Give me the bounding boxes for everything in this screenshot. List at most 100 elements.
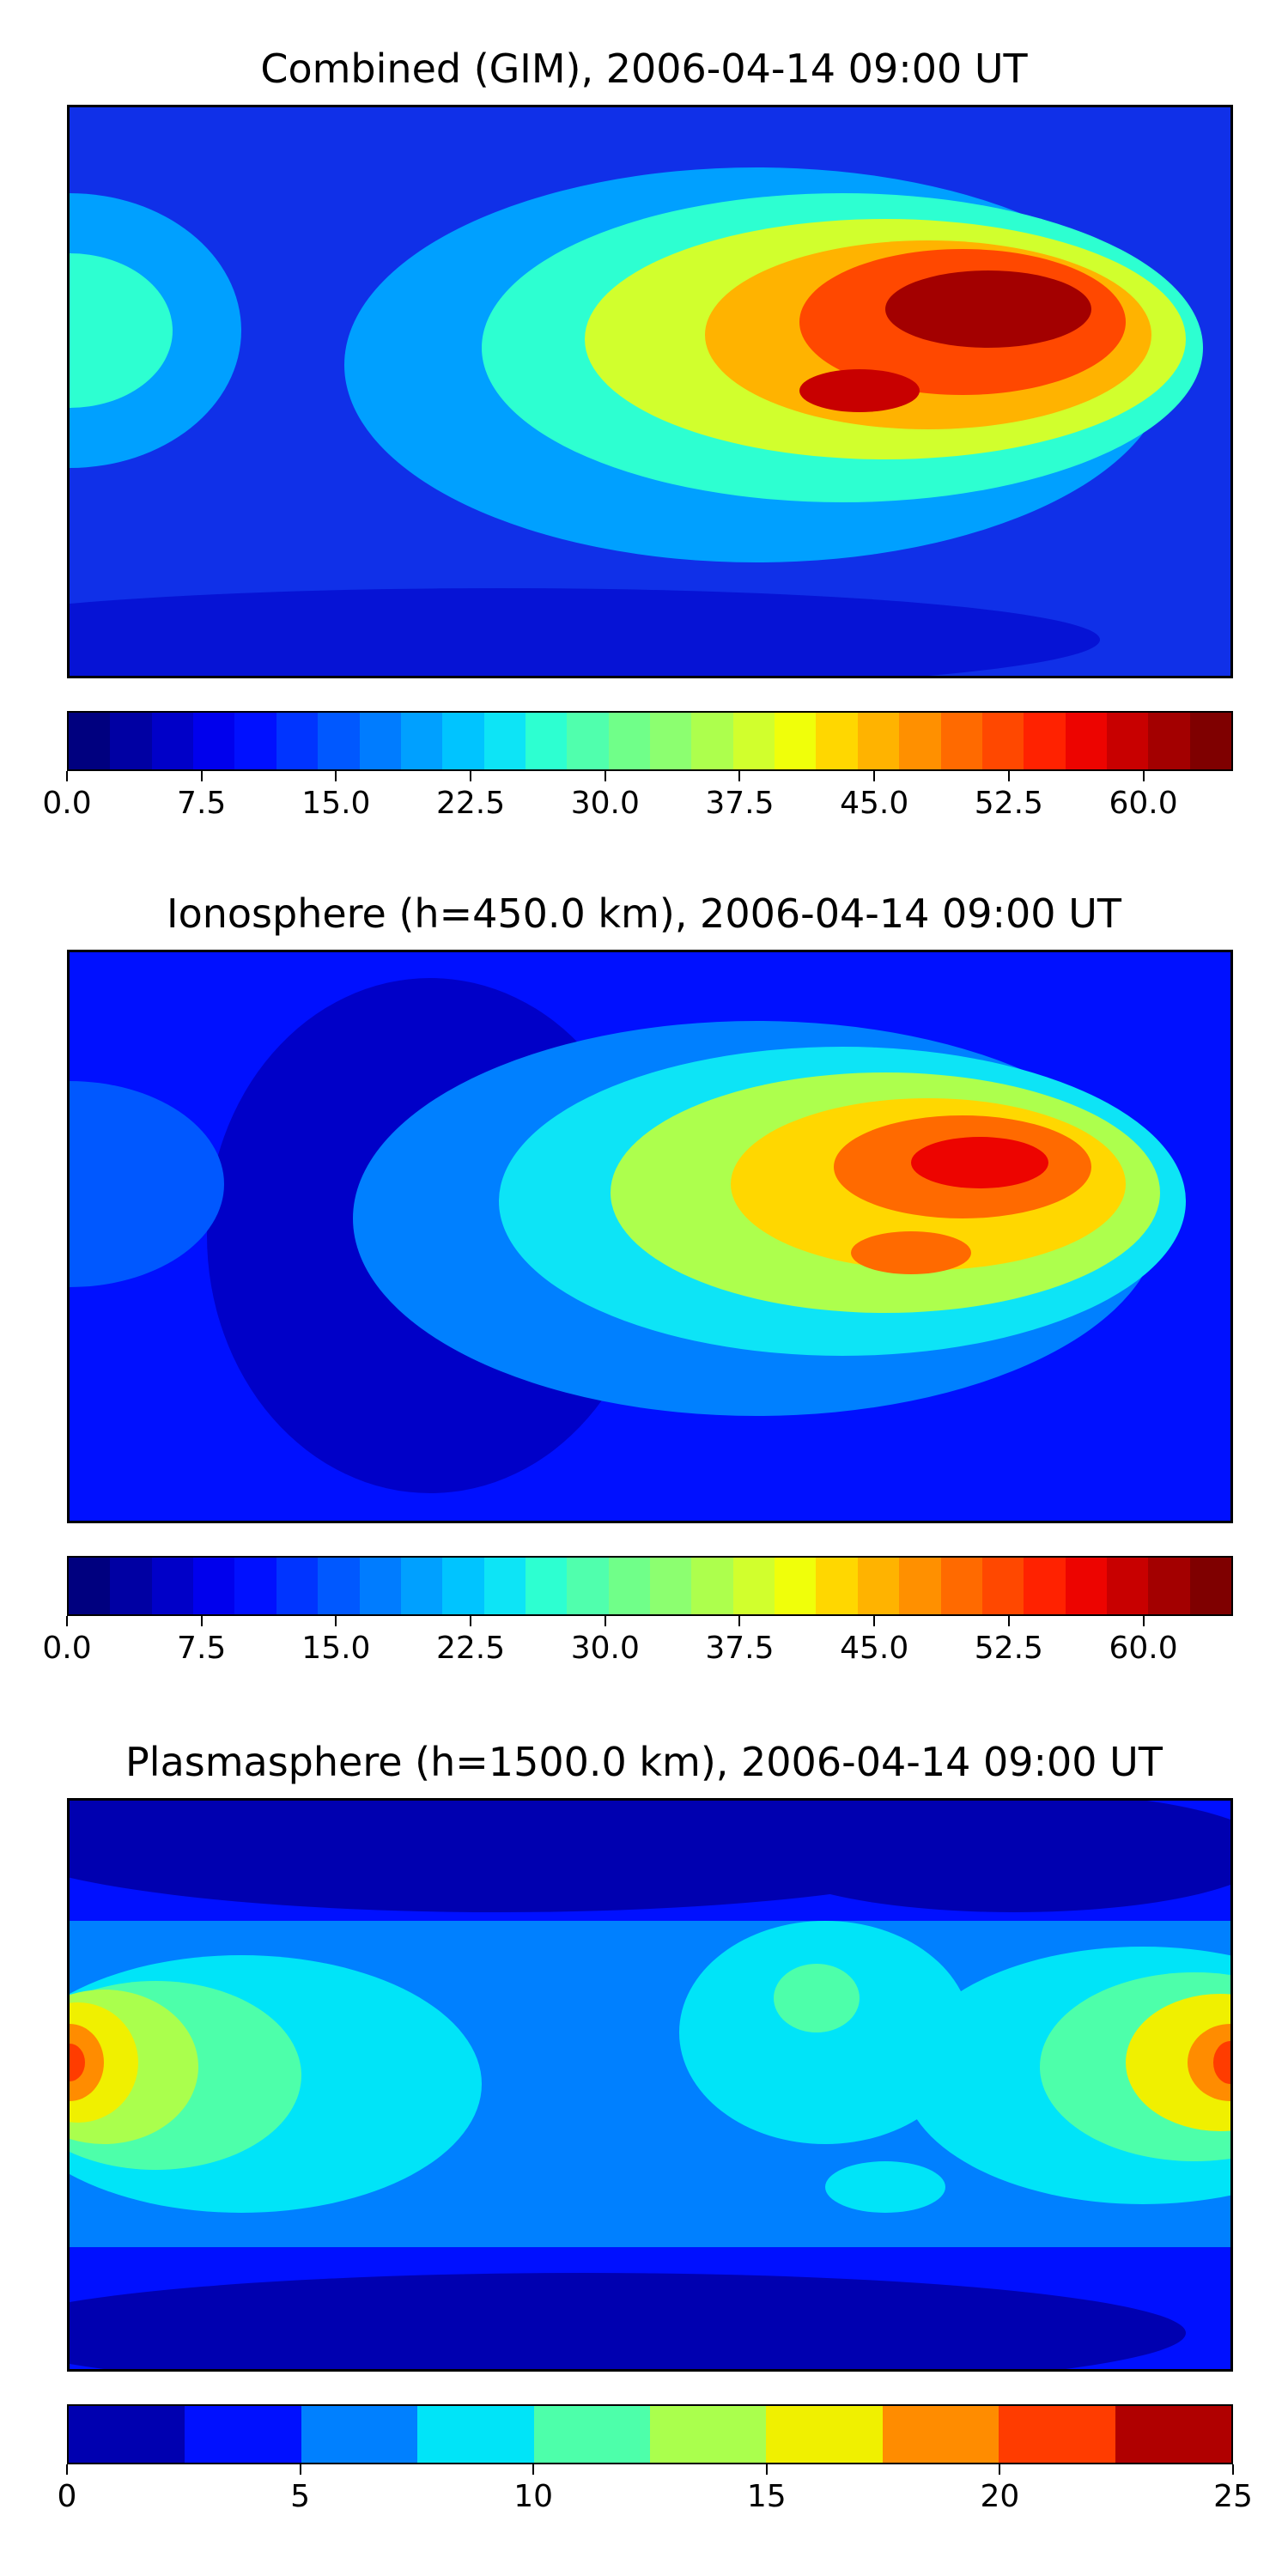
- colorbar-tick-mark: [1142, 1616, 1145, 1626]
- colorbar-tick-mark: [1007, 771, 1010, 781]
- colorbar-tick-label: 22.5: [435, 1631, 506, 1666]
- colorbar-plasmasphere: [67, 2404, 1233, 2464]
- colorbar-segment: [981, 1558, 1024, 1614]
- colorbar-segment: [69, 2406, 185, 2463]
- colorbar-segment: [1106, 1558, 1149, 1614]
- colorbar-tick-mark: [335, 1616, 337, 1626]
- colorbar-segment: [151, 713, 194, 769]
- colorbar-segment: [318, 1558, 360, 1614]
- colorbar-tick-label: 0: [57, 2479, 77, 2514]
- colorbar-tick-label: 60.0: [1109, 1631, 1178, 1666]
- colorbar-segment: [691, 1558, 733, 1614]
- colorbar-tick-label: 45.0: [840, 1631, 909, 1666]
- colorbar-segment: [533, 2406, 651, 2463]
- colorbar-tick-mark: [1007, 1616, 1010, 1626]
- colorbar-segment: [857, 1558, 900, 1614]
- colorbar-tick-mark: [66, 2464, 68, 2475]
- colorbar-tick-label: 7.5: [177, 786, 227, 821]
- colorbar-segment: [775, 713, 817, 769]
- colorbar-tick-label: 20: [980, 2479, 1020, 2514]
- colorbar-segment: [1148, 713, 1190, 769]
- colorbar-tick-mark: [299, 2464, 301, 2475]
- colorbar-tick-label: 15.0: [301, 1631, 371, 1666]
- colorbar-segment: [359, 1558, 401, 1614]
- colorbar-tick-label: 30.0: [570, 786, 640, 821]
- colorbar-segment: [732, 1558, 775, 1614]
- colorbar-ticks-combined: 0.0 7.5 15.0 22.5 30.0 37.5 45.0 52.5 60.0: [42, 771, 1233, 823]
- panel-title-ionosphere: Ionosphere (h=450.0 km), 2006-04-14 09:0…: [167, 890, 1121, 937]
- panel-title-plasmasphere: Plasmasphere (h=1500.0 km), 2006-04-14 0…: [125, 1739, 1163, 1785]
- colorbar-tick-label: 25: [1213, 2479, 1253, 2514]
- colorbar-tick-mark: [738, 771, 741, 781]
- colorbar-segment: [899, 713, 941, 769]
- colorbar-tick-label: 5: [290, 2479, 311, 2514]
- colorbar-segment: [766, 2406, 883, 2463]
- colorbar-segment: [400, 713, 443, 769]
- colorbar-segment: [417, 2406, 534, 2463]
- colorbar-segment: [483, 1558, 526, 1614]
- colorbar-tick-mark: [1142, 771, 1145, 781]
- colorbar-segment: [882, 2406, 999, 2463]
- map-ionosphere: [67, 950, 1233, 1523]
- colorbar-tick-mark: [604, 771, 606, 781]
- colorbar-tick-label: 60.0: [1109, 786, 1178, 821]
- colorbar-segment: [69, 713, 111, 769]
- colorbar-segment: [650, 1558, 692, 1614]
- map-combined: [67, 105, 1233, 678]
- colorbar-tick-mark: [999, 2464, 1001, 2475]
- map-plasmasphere: [67, 1798, 1233, 2372]
- colorbar-tick-mark: [200, 1616, 203, 1626]
- colorbar-segment: [1115, 2406, 1232, 2463]
- colorbar-combined: [67, 711, 1233, 771]
- colorbar-segment: [816, 1558, 858, 1614]
- colorbar-segment: [1189, 1558, 1232, 1614]
- colorbar-tick-mark: [738, 1616, 741, 1626]
- colorbar-tick-mark: [765, 2464, 768, 2475]
- colorbar-segment: [1024, 1558, 1066, 1614]
- colorbar-tick-label: 52.5: [974, 1631, 1043, 1666]
- colorbar-tick-label: 30.0: [570, 1631, 640, 1666]
- colorbar-tick-label: 10: [513, 2479, 554, 2514]
- colorbar-segment: [234, 713, 276, 769]
- colorbar-segment: [999, 2406, 1115, 2463]
- colorbar-tick-mark: [66, 1616, 68, 1626]
- colorbar-tick-label: 45.0: [840, 786, 909, 821]
- colorbar-segment: [483, 713, 526, 769]
- colorbar-tick-mark: [873, 1616, 876, 1626]
- colorbar-segment: [525, 713, 568, 769]
- colorbar-tick-mark: [873, 771, 876, 781]
- colorbar-segment: [608, 713, 651, 769]
- colorbar-segment: [1148, 1558, 1190, 1614]
- colorbar-segment: [276, 713, 319, 769]
- colorbar-tick-label: 7.5: [177, 1631, 227, 1666]
- colorbar-ticks-ionosphere: 0.0 7.5 15.0 22.5 30.0 37.5 45.0 52.5 60.0: [42, 1616, 1233, 1668]
- colorbar-segment: [276, 1558, 319, 1614]
- colorbar-tick-label: 52.5: [974, 786, 1043, 821]
- colorbar-segment: [110, 713, 152, 769]
- colorbar-segment: [940, 713, 982, 769]
- colorbar-segment: [1065, 713, 1107, 769]
- colorbar-segment: [940, 1558, 982, 1614]
- colorbar-segment: [775, 1558, 817, 1614]
- colorbar-tick-label: 15: [746, 2479, 787, 2514]
- colorbar-segment: [442, 713, 484, 769]
- colorbar-segment: [981, 713, 1024, 769]
- colorbar-segment: [301, 2406, 418, 2463]
- colorbar-tick-label: 22.5: [435, 786, 506, 821]
- colorbar-segment: [234, 1558, 276, 1614]
- colorbar-segment: [567, 1558, 609, 1614]
- colorbar-tick-mark: [335, 771, 337, 781]
- colorbar-segment: [359, 713, 401, 769]
- colorbar-tick-label: 37.5: [705, 1631, 775, 1666]
- colorbar-tick-mark: [200, 771, 203, 781]
- colorbar-segment: [442, 1558, 484, 1614]
- colorbar-segment: [1024, 713, 1066, 769]
- colorbar-segment: [193, 1558, 235, 1614]
- colorbar-segment: [1189, 713, 1232, 769]
- colorbar-segment: [732, 713, 775, 769]
- colorbar-segment: [525, 1558, 568, 1614]
- colorbar-segment: [857, 713, 900, 769]
- colorbar-tick-mark: [66, 771, 68, 781]
- colorbar-ticks-plasmasphere: 0 5 10 15 20 25: [58, 2464, 1253, 2516]
- colorbar-segment: [69, 1558, 111, 1614]
